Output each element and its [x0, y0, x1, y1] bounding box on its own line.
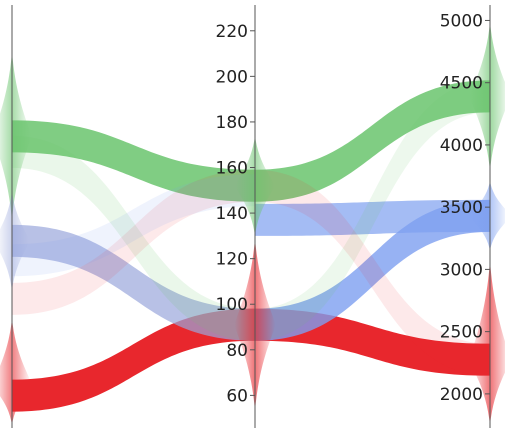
- tick-label-axis2-1: 80: [226, 341, 248, 361]
- axis-layer: [11, 5, 491, 428]
- ribbon-10: [255, 80, 490, 341]
- tick-label-axis3-1: 2500: [440, 323, 483, 343]
- tick-label-layer: 60 80 100 120 140 160 180 200 220 2000 2500 3000 350…: [216, 11, 490, 406]
- tick-label-axis3-4: 4000: [440, 136, 483, 156]
- ribbon-11: [255, 169, 490, 376]
- density-blob-1: [0, 190, 29, 292]
- ribbon-8: [12, 169, 255, 315]
- density-blob-7: [469, 260, 505, 425]
- tick-label-axis3-6: 5000: [440, 11, 483, 31]
- tick-label-axis2-8: 220: [216, 22, 248, 42]
- density-blob-2: [0, 318, 32, 425]
- tick-label-axis2-5: 160: [216, 159, 248, 179]
- ribbon-7: [12, 135, 255, 341]
- density-blob-0: [0, 51, 32, 222]
- tick-label-axis3-5: 4500: [440, 74, 483, 94]
- tick-label-axis2-3: 120: [216, 250, 248, 270]
- ribbon-layer: [12, 80, 490, 412]
- ribbon-2: [12, 120, 255, 202]
- ribbon-9: [12, 174, 255, 277]
- tick-label-axis2-4: 140: [216, 204, 248, 224]
- ribbon-6: [255, 199, 490, 341]
- density-blob-5: [469, 21, 505, 172]
- tick-label-axis3-3: 3500: [440, 198, 483, 218]
- tick-label-axis2-2: 100: [216, 295, 248, 315]
- ribbon-3: [255, 80, 490, 202]
- tick-label-axis3-2: 3000: [440, 260, 483, 280]
- tick-label-axis2-7: 200: [216, 67, 248, 87]
- tick-label-axis2-0: 60: [226, 386, 248, 406]
- tick-label-axis2-6: 180: [216, 113, 248, 133]
- ribbon-4: [12, 224, 255, 341]
- tick-label-axis3-0: 2000: [440, 385, 483, 405]
- ribbon-0: [12, 308, 255, 412]
- density-blob-6: [470, 181, 505, 251]
